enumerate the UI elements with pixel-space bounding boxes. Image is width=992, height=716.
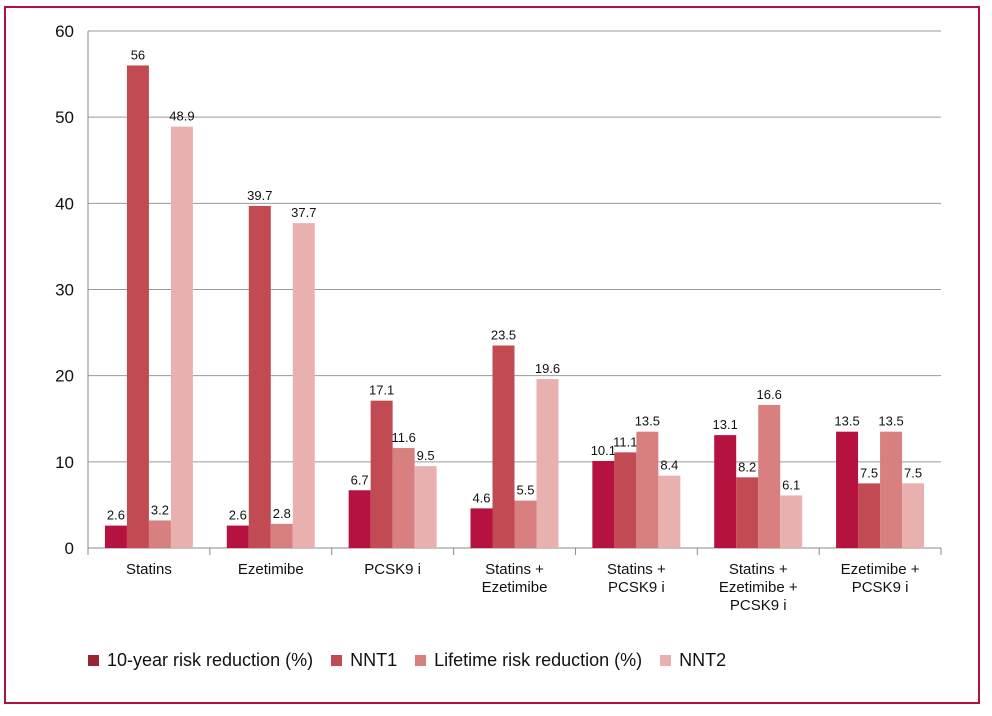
x-category-label: Ezetimibe +: [841, 561, 920, 578]
legend-swatch-nnt2: [660, 655, 672, 666]
data-label: 6.1: [782, 477, 800, 492]
y-tick-label: 30: [55, 281, 74, 300]
bar: [614, 452, 637, 548]
bar: [536, 379, 559, 548]
bar: [836, 431, 859, 548]
x-category-label: Ezetimibe +: [719, 579, 798, 596]
data-label: 11.6: [391, 430, 415, 445]
legend-item-lifetime: Lifetime risk reduction (%): [415, 650, 642, 671]
x-category-label: Statins +: [729, 561, 788, 578]
legend-swatch-10yr: [88, 655, 99, 666]
data-label: 19.6: [535, 361, 560, 376]
bar: [104, 525, 127, 548]
bar: [226, 525, 249, 548]
data-label: 7.5: [860, 465, 878, 480]
data-label: 48.9: [169, 109, 194, 124]
bar: [126, 65, 149, 548]
bar: [902, 483, 925, 548]
y-tick-label: 0: [65, 539, 74, 558]
data-label: 11.1: [613, 434, 637, 449]
bar: [148, 520, 171, 548]
y-tick-label: 40: [55, 194, 74, 213]
bar: [492, 345, 515, 548]
data-label: 4.6: [472, 490, 490, 505]
x-category-label: Ezetimibe: [482, 579, 548, 596]
bar: [780, 495, 803, 548]
data-label: 13.1: [713, 417, 738, 432]
bar: [248, 205, 271, 548]
data-label: 13.5: [878, 414, 903, 429]
data-label: 37.7: [291, 205, 316, 220]
data-label: 5.5: [516, 483, 534, 498]
x-category-label: Statins +: [607, 561, 666, 578]
legend-item-10yr: 10-year risk reduction (%): [88, 650, 313, 671]
legend-label-10yr: 10-year risk reduction (%): [107, 650, 314, 670]
bar: [514, 500, 537, 548]
y-tick-label: 50: [55, 108, 74, 127]
data-label: 13.5: [635, 414, 660, 429]
bar: [392, 448, 415, 548]
data-label: 2.8: [273, 506, 291, 521]
bar: [348, 490, 371, 548]
bar: [858, 483, 881, 548]
data-label: 7.5: [904, 465, 922, 480]
data-label: 39.7: [247, 188, 272, 203]
data-label: 17.1: [369, 383, 394, 398]
data-label: 10.1: [591, 443, 616, 458]
x-category-label: PCSK9 i: [364, 561, 421, 578]
data-label: 13.5: [834, 414, 859, 429]
bar: [470, 508, 493, 548]
legend-swatch-nnt1: [331, 655, 343, 666]
y-tick-label: 20: [55, 367, 74, 386]
data-label: 2.6: [229, 508, 247, 523]
data-label: 8.2: [738, 459, 756, 474]
data-label: 16.6: [757, 387, 782, 402]
y-tick-label: 10: [55, 453, 74, 472]
bar: [592, 460, 615, 548]
data-label: 56: [131, 47, 145, 62]
bar: [758, 404, 781, 548]
y-tick-label: 60: [55, 22, 74, 41]
bar: [658, 475, 681, 548]
legend-item-nnt1: NNT1: [331, 650, 397, 671]
data-label: 23.5: [491, 328, 516, 343]
data-label: 8.4: [660, 458, 678, 473]
bar: [880, 431, 903, 548]
bar: [170, 126, 193, 549]
legend-label-lifetime: Lifetime risk reduction (%): [434, 650, 643, 670]
data-label: 6.7: [351, 472, 369, 487]
legend-label-nnt2: NNT2: [679, 650, 727, 670]
data-label: 3.2: [151, 502, 169, 517]
data-label: 2.6: [107, 508, 125, 523]
bar: [636, 431, 659, 548]
bar: [292, 223, 315, 548]
bar: [714, 435, 737, 548]
data-label: 9.5: [417, 448, 435, 463]
chart-frame: [4, 6, 980, 704]
x-category-label: Ezetimibe: [238, 561, 304, 578]
legend-label-nnt1: NNT1: [350, 650, 398, 670]
x-category-label: PCSK9 i: [852, 579, 909, 596]
x-category-label: Statins +: [485, 561, 544, 578]
bar: [414, 466, 437, 548]
bar: [270, 523, 293, 548]
legend: 10-year risk reduction (%) NNT1 Lifetime…: [88, 650, 726, 671]
bar: [370, 400, 393, 548]
legend-swatch-lifetime: [415, 655, 427, 666]
bar: [736, 477, 759, 548]
legend-item-nnt2: NNT2: [660, 650, 726, 671]
x-category-label: PCSK9 i: [608, 579, 665, 596]
x-category-label: Statins: [126, 561, 172, 578]
x-category-label: PCSK9 i: [730, 597, 787, 614]
